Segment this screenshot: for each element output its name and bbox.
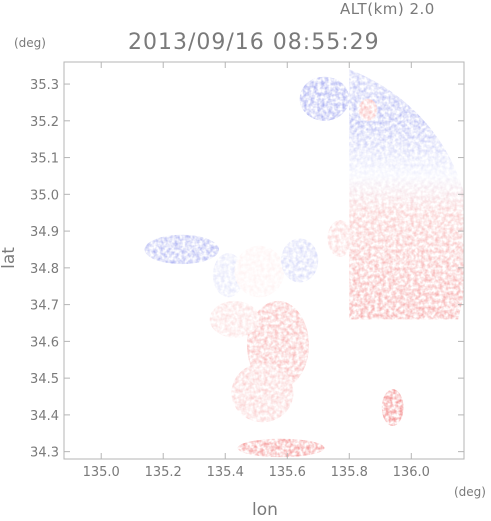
echo-region-12 — [299, 76, 350, 121]
echo-region-sector — [349, 69, 464, 320]
altitude-label: ALT(km) 2.0 — [340, 0, 435, 18]
echo-region-3 — [234, 245, 285, 298]
timestamp-title: 2013/09/16 08:55:29 — [128, 30, 380, 55]
echo-region-6 — [209, 300, 260, 338]
y-tick-label: 34.9 — [30, 225, 59, 240]
x-tick-label: 135.2 — [145, 465, 182, 480]
echo-region-1 — [144, 234, 220, 265]
x-axis-unit: (deg) — [454, 485, 486, 499]
echo-region-4 — [281, 238, 319, 283]
x-axis-label: lon — [252, 500, 278, 520]
echo-region-7 — [231, 363, 294, 423]
x-tick-label: 136.0 — [393, 465, 430, 480]
x-tick-label: 135.0 — [83, 465, 120, 480]
echo-region-8 — [381, 389, 404, 426]
x-tick-label: 135.4 — [207, 465, 244, 480]
y-tick-label: 34.7 — [30, 299, 59, 314]
echo-region-10 — [327, 220, 353, 257]
echo-region-9 — [237, 438, 325, 458]
y-tick-label: 35.3 — [30, 78, 59, 93]
x-tick-label: 135.6 — [269, 465, 306, 480]
y-tick-label: 34.3 — [30, 446, 59, 461]
y-tick-label: 35.2 — [30, 115, 59, 130]
echo-region-11 — [358, 98, 378, 121]
y-tick-label: 35.0 — [30, 188, 59, 203]
plot-frame — [63, 61, 465, 460]
y-tick-label: 34.4 — [30, 409, 59, 424]
y-axis-unit: (deg) — [14, 36, 46, 50]
x-tick-label: 135.8 — [331, 465, 368, 480]
y-tick-label: 35.1 — [30, 152, 59, 167]
y-tick-label: 34.5 — [30, 372, 59, 387]
y-tick-label: 34.8 — [30, 262, 59, 277]
y-tick-label: 34.6 — [30, 335, 59, 350]
